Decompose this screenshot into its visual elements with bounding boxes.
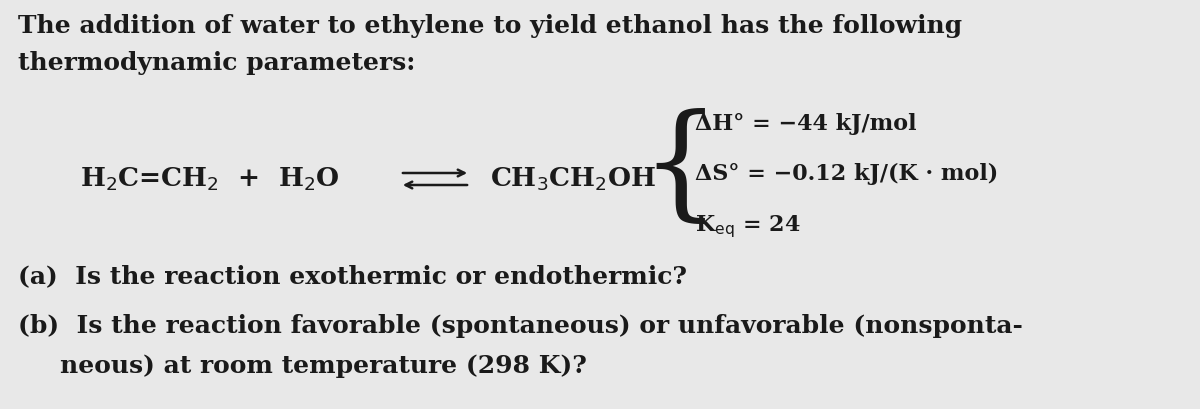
Text: CH$_3$CH$_2$OH: CH$_3$CH$_2$OH	[490, 165, 656, 193]
Text: {: {	[640, 108, 720, 229]
Text: H$_2$C=CH$_2$  +  H$_2$O: H$_2$C=CH$_2$ + H$_2$O	[80, 165, 340, 193]
Text: ΔH° = −44 kJ/mol: ΔH° = −44 kJ/mol	[695, 113, 917, 135]
Text: The addition of water to ethylene to yield ethanol has the following: The addition of water to ethylene to yie…	[18, 14, 962, 38]
Text: thermodynamic parameters:: thermodynamic parameters:	[18, 51, 415, 75]
Text: K$_{\mathrm{eq}}$ = 24: K$_{\mathrm{eq}}$ = 24	[695, 213, 800, 240]
Text: ΔS° = −0.12 kJ/(K · mol): ΔS° = −0.12 kJ/(K · mol)	[695, 163, 998, 185]
Text: neous) at room temperature (298 K)?: neous) at room temperature (298 K)?	[60, 354, 587, 378]
Text: (a)  Is the reaction exothermic or endothermic?: (a) Is the reaction exothermic or endoth…	[18, 264, 686, 288]
Text: (b)  Is the reaction favorable (spontaneous) or unfavorable (nonsponta-: (b) Is the reaction favorable (spontaneo…	[18, 314, 1022, 338]
